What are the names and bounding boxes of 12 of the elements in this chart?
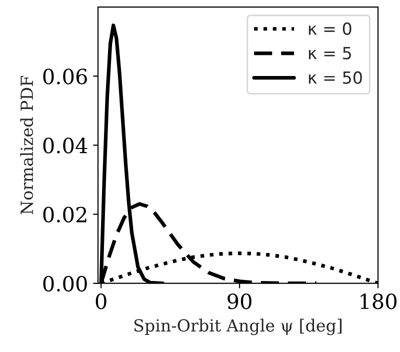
y-tick-label: 0.00: [43, 276, 87, 292]
y-axis-title: Normalized PDF: [20, 76, 34, 214]
x-tick-label: 0: [96, 293, 106, 310]
legend-label: κ = 0: [308, 22, 352, 35]
y-tick-label: 0.02: [43, 206, 86, 222]
x-tick-label: 90: [228, 293, 252, 310]
y-tick-label: 0.06: [43, 68, 87, 84]
legend-label: κ = 5: [308, 47, 351, 60]
x-axis-title: Spin-Orbit Angle ψ [deg]: [134, 318, 342, 336]
legend-label: κ = 50: [308, 71, 362, 84]
y-tick-label: 0.04: [43, 138, 88, 154]
x-tick-label: 180: [360, 293, 396, 310]
